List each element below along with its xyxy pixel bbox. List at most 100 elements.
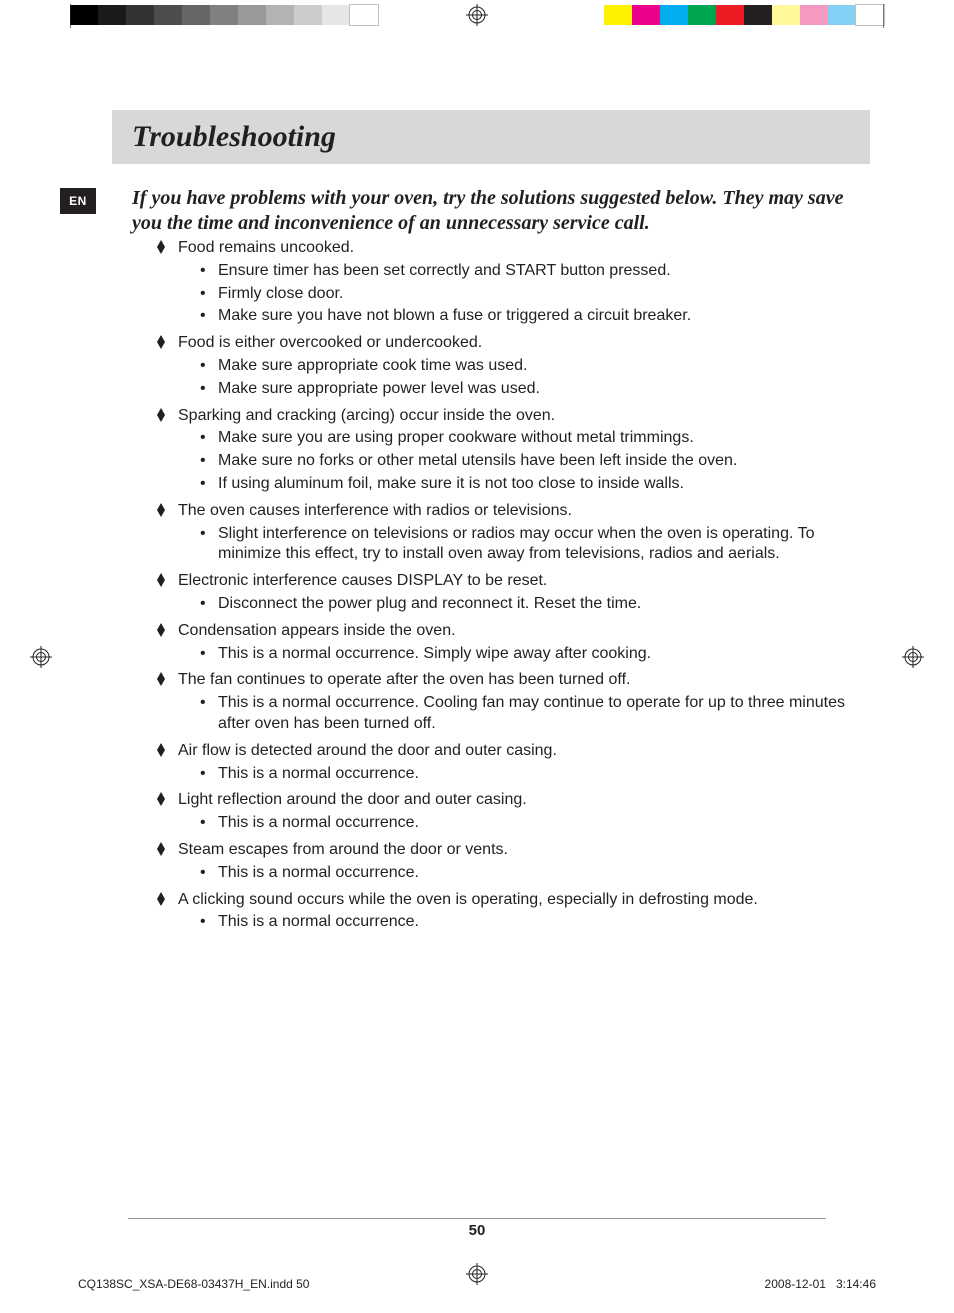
item-title: The fan continues to operate after the o…: [178, 670, 870, 691]
list-item: Food remains uncooked. Ensure timer has b…: [154, 238, 870, 327]
diamond-bullet-icon: [154, 842, 168, 856]
swatch: [154, 5, 182, 25]
swatch: [210, 5, 238, 25]
diamond-bullet-icon: [154, 573, 168, 587]
diamond-bullet-icon: [154, 743, 168, 757]
sub-item: This is a normal occurrence.: [178, 863, 870, 884]
registration-mark-icon: [902, 646, 924, 668]
swatch: [828, 5, 856, 25]
sub-item: Make sure appropriate power level was us…: [178, 379, 870, 400]
swatch: [632, 5, 660, 25]
sub-item: This is a normal occurrence.: [178, 813, 870, 834]
swatch: [350, 5, 378, 25]
troubleshooting-list: Food remains uncooked. Ensure timer has b…: [154, 238, 870, 933]
swatch: [856, 5, 884, 25]
registration-mark-icon: [30, 646, 52, 668]
list-item: Light reflection around the door and out…: [154, 790, 870, 834]
sub-item-text: Ensure timer has been set correctly and …: [218, 262, 671, 279]
swatch: [266, 5, 294, 25]
item-title: Electronic interference causes DISPLAY t…: [178, 571, 870, 592]
sub-item: Ensure timer has been set correctly and …: [178, 261, 870, 282]
list-item: Sparking and cracking (arcing) occur ins…: [154, 406, 870, 495]
gray-strip: [70, 5, 378, 25]
swatch: [688, 5, 716, 25]
sub-item-text: This is a normal occurrence.: [218, 765, 419, 782]
sub-item-text: Make sure you have not blown a fuse or t…: [218, 307, 691, 324]
sub-item: Disconnect the power plug and reconnect …: [178, 594, 870, 615]
sub-item: This is a normal occurrence.: [178, 764, 870, 785]
list-item: Condensation appears inside the oven. Thi…: [154, 621, 870, 665]
diamond-bullet-icon: [154, 240, 168, 254]
swatch: [744, 5, 772, 25]
sub-item: This is a normal occurrence. Simply wipe…: [178, 644, 870, 665]
sub-item: If using aluminum foil, make sure it is …: [178, 474, 870, 495]
item-title: A clicking sound occurs while the oven i…: [178, 890, 870, 911]
item-title: Food is either overcooked or undercooked…: [178, 333, 870, 354]
sub-item: Make sure you have not blown a fuse or t…: [178, 306, 870, 327]
swatch: [294, 5, 322, 25]
language-badge: EN: [60, 188, 96, 214]
swatch: [772, 5, 800, 25]
color-strip: [604, 5, 884, 25]
diamond-bullet-icon: [154, 623, 168, 637]
diamond-bullet-icon: [154, 503, 168, 517]
sub-item-text: Make sure appropriate cook time was used…: [218, 357, 527, 374]
swatch: [126, 5, 154, 25]
diamond-bullet-icon: [154, 672, 168, 686]
sub-item-text: This is a normal occurrence. Cooling fan…: [218, 694, 845, 732]
diamond-bullet-icon: [154, 335, 168, 349]
sub-item: This is a normal occurrence. Cooling fan…: [178, 693, 870, 735]
sub-item-text: Make sure you are using proper cookware …: [218, 429, 694, 446]
page-number: 50: [0, 1222, 954, 1239]
diamond-bullet-icon: [154, 408, 168, 422]
sub-item-text: This is a normal occurrence.: [218, 864, 419, 881]
sub-item: Make sure appropriate cook time was used…: [178, 356, 870, 377]
slug-file: CQ138SC_XSA-DE68-03437H_EN.indd 50: [78, 1277, 309, 1291]
swatch: [98, 5, 126, 25]
sub-item-text: This is a normal occurrence.: [218, 913, 419, 930]
list-item: The fan continues to operate after the o…: [154, 670, 870, 734]
swatch: [70, 5, 98, 25]
swatch: [604, 5, 632, 25]
list-item: Food is either overcooked or undercooked…: [154, 333, 870, 399]
item-title: Condensation appears inside the oven.: [178, 621, 870, 642]
intro-paragraph: If you have problems with your oven, try…: [132, 186, 870, 236]
section-header-band: Troubleshooting: [112, 110, 870, 164]
swatch: [182, 5, 210, 25]
diamond-bullet-icon: [154, 792, 168, 806]
registration-mark-icon: [466, 1263, 488, 1285]
sub-item: Make sure you are using proper cookware …: [178, 428, 870, 449]
sub-item-text: Firmly close door.: [218, 285, 343, 302]
swatch: [238, 5, 266, 25]
sub-item-text: This is a normal occurrence.: [218, 814, 419, 831]
item-title: Food remains uncooked.: [178, 238, 870, 259]
swatch: [660, 5, 688, 25]
sub-item-text: Make sure appropriate power level was us…: [218, 380, 540, 397]
sub-item-text: Slight interference on televisions or ra…: [218, 525, 814, 563]
list-item: Steam escapes from around the door or ve…: [154, 840, 870, 884]
sub-item-text: If using aluminum foil, make sure it is …: [218, 475, 684, 492]
item-title: Sparking and cracking (arcing) occur ins…: [178, 406, 870, 427]
item-title: Light reflection around the door and out…: [178, 790, 870, 811]
sub-item: Make sure no forks or other metal utensi…: [178, 451, 870, 472]
crop-tick: [70, 4, 71, 28]
sub-item: Slight interference on televisions or ra…: [178, 524, 870, 566]
slug-time: 3:14:46: [836, 1277, 876, 1291]
list-item: A clicking sound occurs while the oven i…: [154, 890, 870, 934]
crop-tick: [883, 4, 884, 28]
item-title: Steam escapes from around the door or ve…: [178, 840, 870, 861]
item-title: Air flow is detected around the door and…: [178, 741, 870, 762]
sub-item-text: Make sure no forks or other metal utensi…: [218, 452, 737, 469]
page-title: Troubleshooting: [132, 120, 336, 154]
sub-item-text: Disconnect the power plug and reconnect …: [218, 595, 641, 612]
list-item: Air flow is detected around the door and…: [154, 741, 870, 785]
swatch: [716, 5, 744, 25]
sub-item-text: This is a normal occurrence. Simply wipe…: [218, 645, 651, 662]
diamond-bullet-icon: [154, 892, 168, 906]
swatch: [800, 5, 828, 25]
registration-mark-icon: [466, 4, 488, 26]
footer-rule: [128, 1218, 826, 1219]
item-title: The oven causes interference with radios…: [178, 501, 870, 522]
sub-item: Firmly close door.: [178, 284, 870, 305]
slug-datetime: 2008-12-01 3:14:46: [765, 1277, 876, 1291]
